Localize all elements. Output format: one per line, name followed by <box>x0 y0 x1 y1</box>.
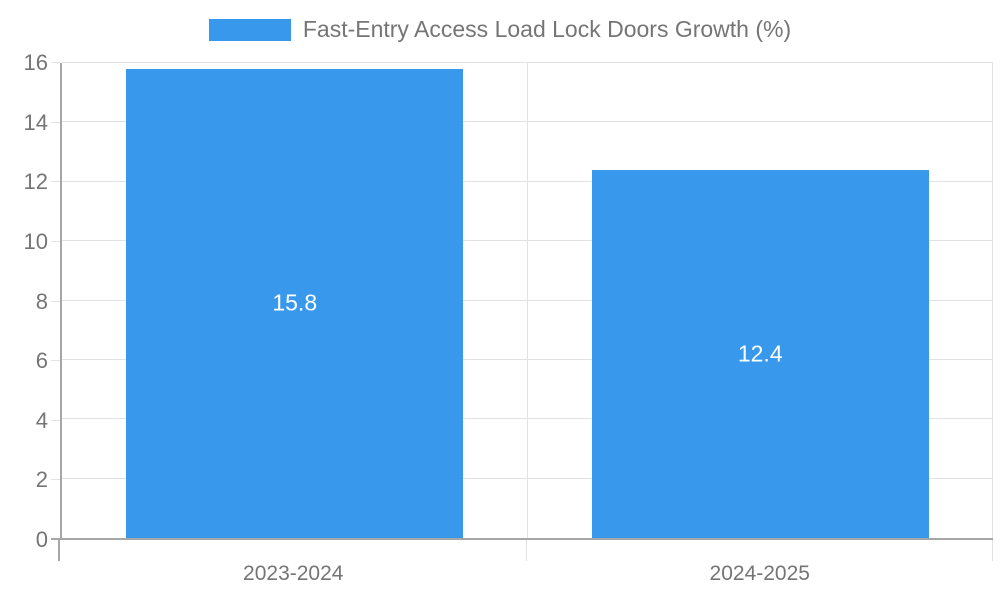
y-tick-label: 10 <box>23 228 48 254</box>
y-tick-label: 6 <box>35 348 48 374</box>
y-tick-label: 2 <box>35 467 48 493</box>
x-tick-mark <box>992 540 993 561</box>
bar-value-label: 12.4 <box>737 340 783 367</box>
y-tick-label: 16 <box>23 50 48 75</box>
gridline-horizontal <box>62 62 993 63</box>
x-tick-mark <box>525 540 527 561</box>
gridline-horizontal <box>62 180 993 182</box>
gridline-horizontal <box>62 121 993 123</box>
y-tick-mark <box>51 181 60 183</box>
gridline-horizontal <box>62 240 993 242</box>
bar: 12.4 <box>591 169 929 538</box>
y-axis-ticks <box>51 62 60 540</box>
y-tick-label: 12 <box>23 169 48 195</box>
gridline-vertical <box>526 63 528 538</box>
legend: Fast-Entry Access Load Lock Doors Growth… <box>0 16 1000 43</box>
gridline-horizontal <box>62 299 993 301</box>
y-tick-mark <box>51 360 60 362</box>
y-tick-mark <box>51 300 60 302</box>
legend-swatch-icon <box>208 18 291 41</box>
x-category-label: 2024-2025 <box>709 562 810 585</box>
y-tick-mark <box>51 419 60 421</box>
gridline-horizontal <box>62 418 993 420</box>
x-category-label: 2023-2024 <box>243 562 344 585</box>
gridline-vertical <box>992 63 993 538</box>
x-axis-ticks <box>58 540 993 561</box>
y-tick-mark <box>51 62 60 63</box>
gridline-horizontal <box>62 477 993 479</box>
y-tick-label: 4 <box>35 407 48 433</box>
plot-area: 15.8 12.4 <box>60 62 993 540</box>
x-axis-labels: 2023-2024 2024-2025 <box>60 562 993 590</box>
y-tick-mark <box>51 240 60 242</box>
y-tick-mark <box>51 538 60 540</box>
y-tick-mark <box>51 121 60 123</box>
x-axis-spine-tick <box>58 540 60 561</box>
y-tick-mark <box>51 479 60 481</box>
legend-label: Fast-Entry Access Load Lock Doors Growth… <box>302 16 792 42</box>
y-axis-labels: 0 2 4 6 8 10 12 14 16 <box>0 52 48 551</box>
bar-value-label: 15.8 <box>272 289 318 316</box>
y-tick-label: 8 <box>35 288 48 314</box>
bar: 15.8 <box>126 68 464 538</box>
gridline-horizontal <box>62 358 993 360</box>
y-tick-label: 0 <box>35 527 48 552</box>
y-tick-label: 14 <box>23 109 48 135</box>
